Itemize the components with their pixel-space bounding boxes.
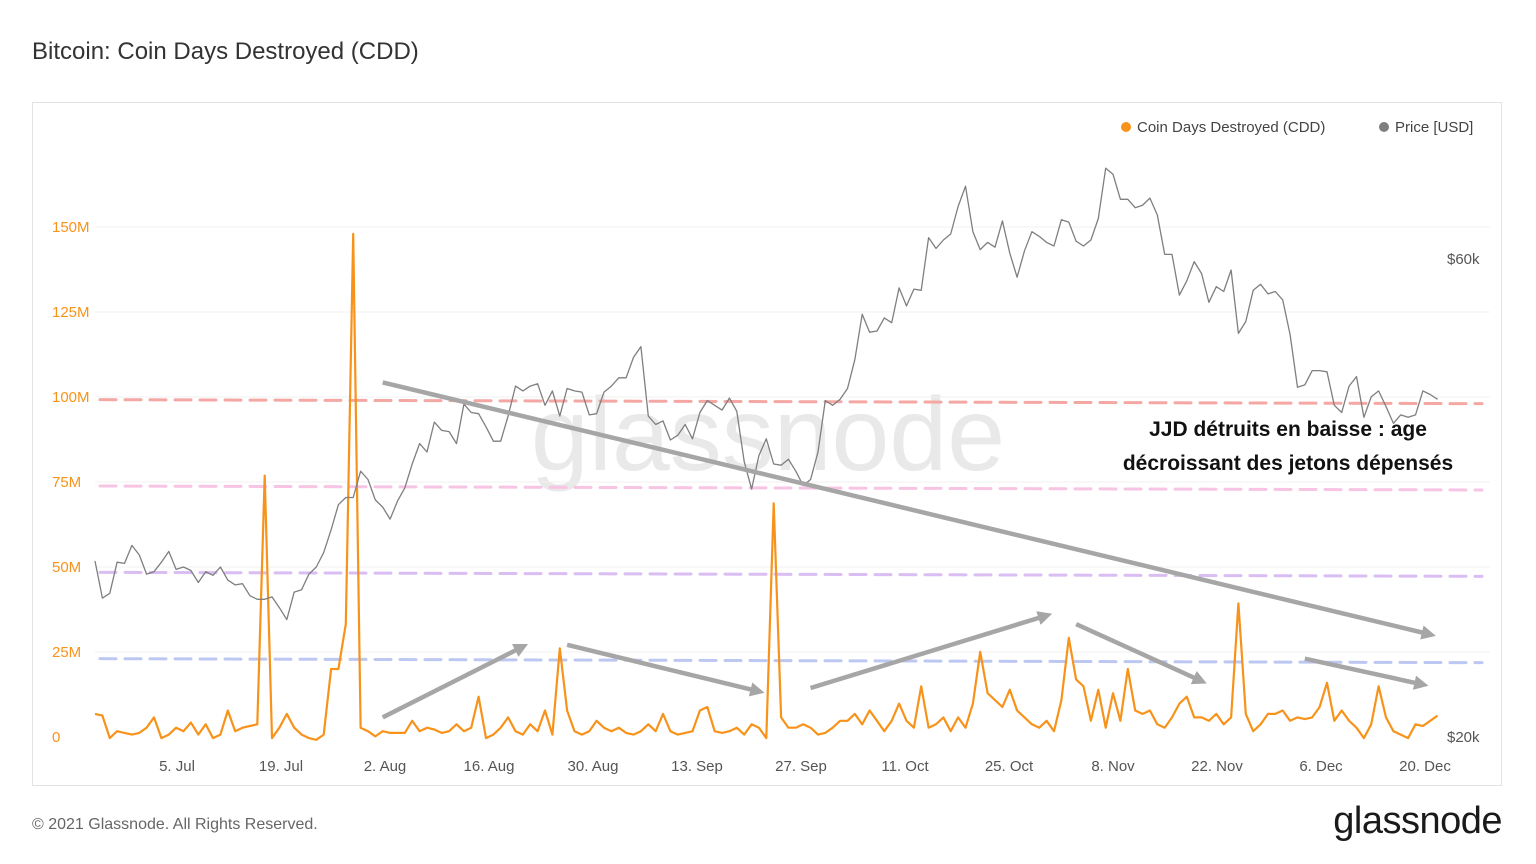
- x-tick-label: 2. Aug: [364, 758, 407, 775]
- trend-arrow: [381, 643, 529, 720]
- y-axis-left: 0 25M 50M 75M 100M 125M 150M: [52, 219, 90, 746]
- x-axis: 5. Jul 19. Jul 2. Aug 16. Aug 30. Aug 13. Sep…: [159, 758, 1451, 775]
- annotation-text: JJD détruits en baisse : age décroissant …: [1123, 418, 1453, 475]
- legend-marker-cdd: [1121, 122, 1131, 132]
- annotation-line: décroissant des jetons dépensés: [1123, 452, 1453, 475]
- x-tick-label: 8. Nov: [1091, 758, 1135, 775]
- legend-label-cdd: Coin Days Destroyed (CDD): [1137, 119, 1325, 136]
- x-tick-label: 6. Dec: [1299, 758, 1343, 775]
- chart-frame: [32, 102, 1502, 786]
- page-title: Bitcoin: Coin Days Destroyed (CDD): [32, 38, 419, 65]
- x-tick-label: 5. Jul: [159, 758, 195, 775]
- cdd-series-line: [94, 232, 1439, 741]
- reference-lines: [98, 398, 1484, 665]
- trend-arrow: [566, 642, 765, 697]
- y-right-tick-label: $60k: [1447, 251, 1480, 268]
- glassnode-logo: glassnode: [1333, 800, 1502, 842]
- annotation-line: JJD détruits en baisse : age: [1149, 418, 1427, 441]
- trend-arrow: [382, 380, 1436, 640]
- copyright-text: © 2021 Glassnode. All Rights Reserved.: [32, 816, 318, 833]
- x-tick-label: 22. Nov: [1191, 758, 1243, 775]
- legend-label-price: Price [USD]: [1395, 119, 1473, 136]
- trend-arrow: [1075, 622, 1207, 685]
- reference-line: [98, 484, 1484, 492]
- y-left-tick-label: 100M: [52, 389, 90, 406]
- legend-marker-price: [1379, 122, 1389, 132]
- y-left-tick-label: 75M: [52, 474, 81, 491]
- series-lines: [94, 167, 1439, 741]
- trend-arrow: [1304, 656, 1429, 690]
- y-right-tick-label: $20k: [1447, 729, 1480, 746]
- y-left-tick-label: 0: [52, 729, 60, 746]
- x-tick-label: 13. Sep: [671, 758, 723, 775]
- x-tick-label: 16. Aug: [464, 758, 515, 775]
- x-tick-label: 30. Aug: [568, 758, 619, 775]
- x-tick-label: 25. Oct: [985, 758, 1034, 775]
- y-left-tick-label: 150M: [52, 219, 90, 236]
- trend-arrow: [809, 611, 1053, 691]
- price-series-line: [94, 167, 1438, 621]
- x-tick-label: 19. Jul: [259, 758, 303, 775]
- legend: Coin Days Destroyed (CDD) Price [USD]: [1121, 119, 1473, 136]
- x-tick-label: 27. Sep: [775, 758, 827, 775]
- y-left-tick-label: 50M: [52, 559, 81, 576]
- x-tick-label: 11. Oct: [881, 758, 929, 775]
- reference-line: [98, 570, 1484, 578]
- y-left-tick-label: 125M: [52, 304, 90, 321]
- x-tick-label: 20. Dec: [1399, 758, 1451, 775]
- y-left-tick-label: 25M: [52, 644, 81, 661]
- trend-arrows: [381, 380, 1436, 720]
- reference-line: [98, 657, 1484, 665]
- reference-line: [98, 398, 1484, 406]
- y-axis-right: $20k $60k: [1447, 251, 1480, 746]
